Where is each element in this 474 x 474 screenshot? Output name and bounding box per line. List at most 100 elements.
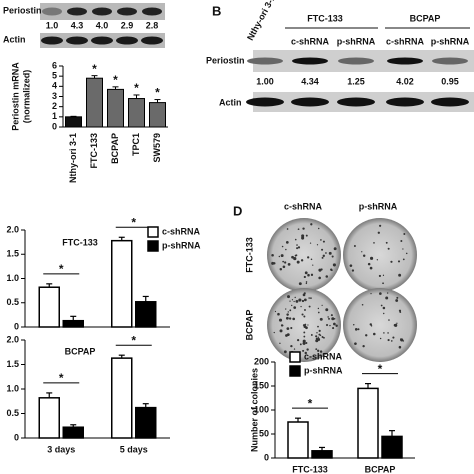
- colony: [405, 252, 408, 255]
- bar: [62, 426, 84, 439]
- colony: [281, 245, 284, 248]
- colony: [302, 293, 306, 297]
- colony: [382, 274, 385, 276]
- colony: [295, 299, 299, 303]
- blot-band: [92, 7, 112, 16]
- bar: [38, 397, 60, 439]
- lane-label: c-shRNA: [291, 36, 330, 46]
- bar: [107, 88, 124, 128]
- colony: [278, 318, 283, 322]
- colony: [383, 332, 385, 334]
- colony: [305, 282, 308, 285]
- blot-band: [41, 36, 63, 45]
- colony: [367, 262, 371, 266]
- y-tick-label: 100: [254, 404, 269, 414]
- colony: [357, 328, 360, 331]
- colony: [354, 342, 357, 345]
- colonies: [271, 223, 408, 355]
- quantification: 2.8: [146, 20, 159, 30]
- colony: [283, 350, 287, 354]
- quantification: 0.95: [441, 76, 459, 86]
- colony: [307, 273, 310, 277]
- lane-label: c-shRNA: [386, 36, 425, 46]
- colony: [386, 292, 389, 294]
- colony: [289, 309, 292, 312]
- colony: [361, 251, 363, 253]
- dish-row-label: FTC-133: [244, 237, 254, 273]
- colony: [373, 242, 375, 244]
- bar: [111, 357, 133, 439]
- colony: [387, 338, 390, 342]
- bar: [65, 116, 82, 128]
- legend-label: p-shRNA: [304, 365, 343, 375]
- colony: [286, 228, 289, 230]
- colony: [353, 324, 355, 326]
- colony: [286, 327, 290, 331]
- y-tick-label: 2.0: [6, 224, 19, 234]
- colony: [307, 256, 310, 259]
- colony: [301, 236, 305, 240]
- lane-label: p-shRNA: [431, 36, 470, 46]
- colony: [372, 332, 376, 336]
- colony: [305, 326, 308, 330]
- colony: [296, 247, 299, 250]
- colony: [285, 308, 287, 310]
- colony: [322, 337, 325, 339]
- lane-label: p-shRNA: [337, 36, 376, 46]
- colony: [388, 319, 390, 321]
- colony: [315, 337, 318, 340]
- colony: [354, 328, 358, 331]
- panel-label: B: [212, 3, 221, 18]
- blot-band: [142, 7, 162, 16]
- colony: [369, 266, 373, 270]
- colony: [284, 261, 287, 264]
- colony: [300, 259, 304, 262]
- colony: [370, 293, 372, 295]
- colony: [279, 268, 283, 271]
- bar: [135, 301, 157, 328]
- colony: [299, 343, 302, 346]
- blot-band: [66, 36, 88, 45]
- colony: [305, 234, 308, 237]
- bar: [135, 406, 157, 439]
- colony: [385, 296, 389, 300]
- colony: [304, 309, 306, 311]
- y-axis-label: Periostin mRNA: [10, 62, 20, 131]
- colony: [303, 298, 307, 302]
- x-tick-label: BCPAP: [365, 464, 396, 474]
- colony: [302, 349, 305, 352]
- colony: [288, 317, 292, 320]
- colony: [306, 348, 309, 351]
- y-tick-label: 1: [52, 111, 57, 121]
- colony: [310, 297, 312, 299]
- colony: [315, 339, 319, 343]
- legend-swatch: [147, 240, 159, 252]
- colony: [297, 246, 301, 249]
- colony: [395, 299, 399, 302]
- significance: *: [59, 371, 64, 385]
- colony: [301, 234, 305, 238]
- colony: [333, 317, 336, 320]
- colony: [312, 264, 314, 266]
- blot-band: [91, 36, 113, 45]
- bar: [311, 450, 333, 459]
- colony: [319, 334, 322, 337]
- colony: [282, 260, 285, 263]
- colony: [362, 254, 366, 258]
- colony: [332, 263, 336, 267]
- colony: [335, 324, 338, 327]
- bar: [38, 286, 60, 328]
- colony: [287, 311, 289, 313]
- colony: [321, 256, 324, 259]
- quantification: 4.34: [301, 76, 319, 86]
- y-tick-label: 50: [259, 428, 269, 438]
- colony: [302, 341, 306, 345]
- colony: [398, 309, 402, 312]
- colony: [317, 227, 320, 230]
- colony: [293, 300, 295, 303]
- colony: [402, 258, 405, 261]
- colony: [398, 345, 402, 349]
- y-tick-label: 0: [14, 432, 19, 442]
- colony: [287, 262, 291, 266]
- dish: [343, 218, 417, 292]
